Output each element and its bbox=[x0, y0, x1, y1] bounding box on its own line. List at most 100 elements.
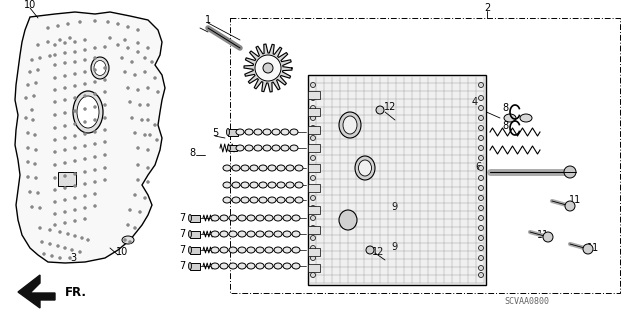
Circle shape bbox=[74, 209, 77, 211]
Circle shape bbox=[63, 149, 67, 152]
Circle shape bbox=[479, 115, 483, 121]
Ellipse shape bbox=[292, 263, 300, 269]
Circle shape bbox=[479, 235, 483, 241]
Ellipse shape bbox=[227, 145, 230, 151]
Circle shape bbox=[63, 137, 67, 139]
Circle shape bbox=[479, 246, 483, 250]
Circle shape bbox=[310, 125, 316, 130]
Circle shape bbox=[31, 205, 33, 209]
Circle shape bbox=[63, 41, 67, 44]
Circle shape bbox=[116, 23, 120, 26]
Circle shape bbox=[479, 125, 483, 130]
Circle shape bbox=[36, 191, 40, 195]
Circle shape bbox=[35, 149, 38, 152]
Circle shape bbox=[56, 244, 60, 248]
Polygon shape bbox=[18, 275, 55, 308]
Circle shape bbox=[63, 124, 67, 128]
Circle shape bbox=[54, 189, 56, 191]
Ellipse shape bbox=[256, 263, 264, 269]
Bar bbox=[308, 75, 486, 285]
Ellipse shape bbox=[274, 263, 282, 269]
Bar bbox=[190, 247, 200, 254]
Circle shape bbox=[310, 145, 316, 151]
Circle shape bbox=[93, 106, 97, 108]
Circle shape bbox=[58, 256, 61, 259]
Ellipse shape bbox=[272, 145, 280, 151]
Ellipse shape bbox=[277, 165, 285, 171]
Circle shape bbox=[366, 246, 374, 254]
Circle shape bbox=[54, 212, 56, 216]
Circle shape bbox=[31, 108, 33, 112]
Circle shape bbox=[376, 106, 384, 114]
Ellipse shape bbox=[343, 116, 357, 134]
Circle shape bbox=[136, 164, 140, 167]
Circle shape bbox=[124, 70, 127, 73]
Circle shape bbox=[63, 187, 67, 189]
Ellipse shape bbox=[286, 182, 294, 188]
Circle shape bbox=[68, 256, 72, 259]
Circle shape bbox=[83, 39, 86, 41]
Circle shape bbox=[33, 162, 36, 166]
Circle shape bbox=[310, 175, 316, 181]
Circle shape bbox=[74, 41, 77, 43]
Circle shape bbox=[134, 194, 136, 197]
Circle shape bbox=[81, 236, 83, 240]
Ellipse shape bbox=[220, 263, 228, 269]
Ellipse shape bbox=[272, 129, 280, 135]
Circle shape bbox=[54, 164, 56, 167]
Ellipse shape bbox=[223, 165, 231, 171]
Circle shape bbox=[479, 196, 483, 201]
Circle shape bbox=[143, 70, 147, 73]
Circle shape bbox=[134, 226, 136, 229]
Ellipse shape bbox=[339, 210, 357, 230]
Circle shape bbox=[310, 256, 316, 261]
Ellipse shape bbox=[189, 263, 191, 270]
Ellipse shape bbox=[281, 129, 289, 135]
Circle shape bbox=[54, 114, 56, 116]
Ellipse shape bbox=[277, 182, 285, 188]
Ellipse shape bbox=[241, 197, 249, 203]
Circle shape bbox=[116, 43, 120, 47]
Circle shape bbox=[143, 133, 147, 137]
Circle shape bbox=[263, 63, 273, 73]
Circle shape bbox=[35, 81, 38, 85]
Text: 9: 9 bbox=[391, 202, 397, 212]
Circle shape bbox=[479, 226, 483, 231]
Text: 6: 6 bbox=[475, 162, 481, 172]
Circle shape bbox=[147, 149, 150, 152]
Ellipse shape bbox=[290, 145, 298, 151]
Circle shape bbox=[157, 91, 159, 93]
Bar bbox=[308, 264, 320, 272]
Ellipse shape bbox=[295, 182, 303, 188]
Circle shape bbox=[93, 56, 97, 60]
Circle shape bbox=[68, 36, 72, 40]
Circle shape bbox=[479, 83, 483, 87]
Circle shape bbox=[479, 216, 483, 220]
Circle shape bbox=[70, 249, 74, 251]
Ellipse shape bbox=[274, 247, 282, 253]
Circle shape bbox=[93, 143, 97, 145]
Bar bbox=[308, 226, 320, 234]
Circle shape bbox=[93, 130, 97, 133]
Ellipse shape bbox=[254, 145, 262, 151]
Circle shape bbox=[83, 94, 86, 98]
Ellipse shape bbox=[220, 247, 228, 253]
Ellipse shape bbox=[232, 197, 240, 203]
Circle shape bbox=[83, 83, 86, 85]
Circle shape bbox=[54, 77, 56, 79]
Circle shape bbox=[104, 103, 106, 107]
Circle shape bbox=[143, 197, 147, 199]
Ellipse shape bbox=[292, 247, 300, 253]
Circle shape bbox=[54, 224, 56, 226]
Bar bbox=[308, 126, 320, 134]
Circle shape bbox=[310, 265, 316, 271]
Circle shape bbox=[147, 181, 150, 183]
Circle shape bbox=[33, 94, 35, 98]
Circle shape bbox=[127, 86, 129, 90]
Circle shape bbox=[63, 62, 67, 64]
Circle shape bbox=[104, 91, 106, 93]
Ellipse shape bbox=[229, 231, 237, 237]
Circle shape bbox=[310, 226, 316, 231]
Circle shape bbox=[24, 116, 28, 120]
Circle shape bbox=[127, 47, 129, 49]
